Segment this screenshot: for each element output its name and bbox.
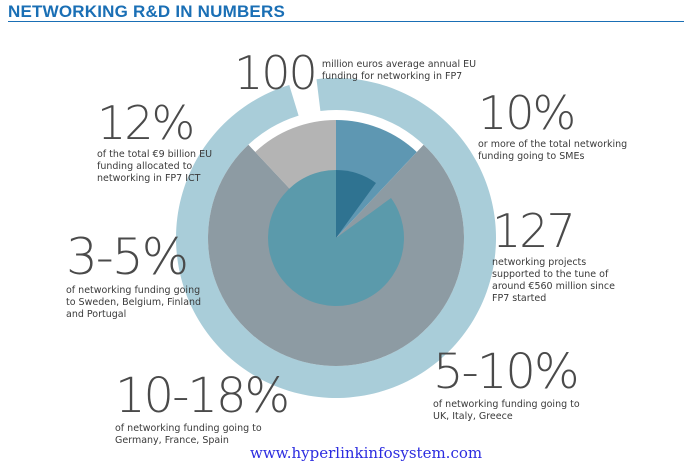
- stat-value: 127: [492, 204, 576, 258]
- title-rule: [8, 21, 684, 22]
- stat-127-projects: 127 networking projects supported to the…: [492, 208, 642, 305]
- stat-100-million: 100 million euros average annual EU fundi…: [234, 50, 482, 96]
- stat-value: 5-10%: [433, 344, 580, 400]
- stat-12-percent: 12% of the total €9 billion EU funding a…: [97, 100, 247, 185]
- inner-dark-wedge-sector: [336, 170, 376, 238]
- stat-value: 12%: [97, 96, 195, 150]
- stat-description: or more of the total networking funding …: [478, 139, 628, 162]
- stat-10-18-percent: 10-18% of networking funding going to Ge…: [115, 372, 315, 447]
- stat-description: of the total €9 billion EU funding alloc…: [97, 149, 213, 184]
- stat-value: 10%: [478, 86, 576, 140]
- stat-description: of networking funding going to UK, Italy…: [433, 399, 580, 422]
- stat-value: 100: [234, 46, 318, 100]
- stat-10-percent: 10% or more of the total networking fund…: [478, 90, 628, 163]
- stat-description: of networking funding going to Sweden, B…: [66, 285, 202, 320]
- stat-5-10-percent: 5-10% of networking funding going to UK,…: [433, 348, 633, 423]
- stat-value: 3-5%: [66, 228, 189, 286]
- stat-description: networking projects supported to the tun…: [492, 257, 615, 304]
- page-title: NETWORKING R&D IN NUMBERS: [8, 2, 285, 21]
- stat-value: 10-18%: [115, 368, 290, 424]
- stat-description: of networking funding going to Germany, …: [115, 423, 262, 446]
- stat-3-5-percent: 3-5% of networking funding going to Swed…: [66, 232, 216, 321]
- stat-description: million euros average annual EU funding …: [321, 59, 477, 82]
- watermark: www.hyperlinkinfosystem.com: [250, 444, 483, 462]
